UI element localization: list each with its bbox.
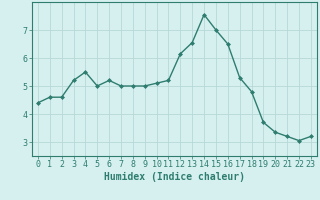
X-axis label: Humidex (Indice chaleur): Humidex (Indice chaleur) — [104, 172, 245, 182]
